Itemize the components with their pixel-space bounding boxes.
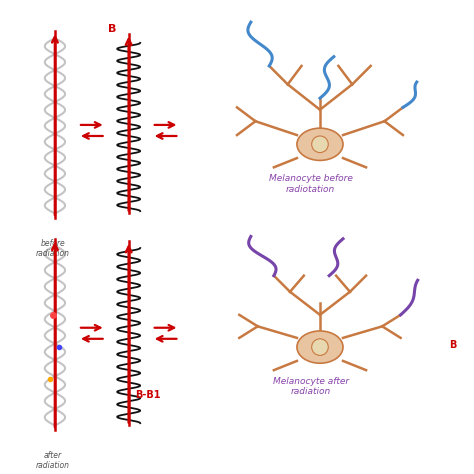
Text: after
radiation: after radiation — [36, 451, 70, 470]
Text: B-B1: B-B1 — [136, 391, 161, 401]
Circle shape — [312, 339, 328, 356]
Ellipse shape — [297, 331, 343, 363]
Text: Melanocyte after
radiation: Melanocyte after radiation — [273, 377, 349, 396]
Text: B: B — [109, 24, 117, 34]
Ellipse shape — [297, 128, 343, 160]
Text: before
radiation: before radiation — [36, 239, 70, 258]
Circle shape — [312, 136, 328, 153]
Text: B: B — [449, 340, 456, 350]
Text: Melanocyte before
radiotation: Melanocyte before radiotation — [269, 174, 353, 194]
